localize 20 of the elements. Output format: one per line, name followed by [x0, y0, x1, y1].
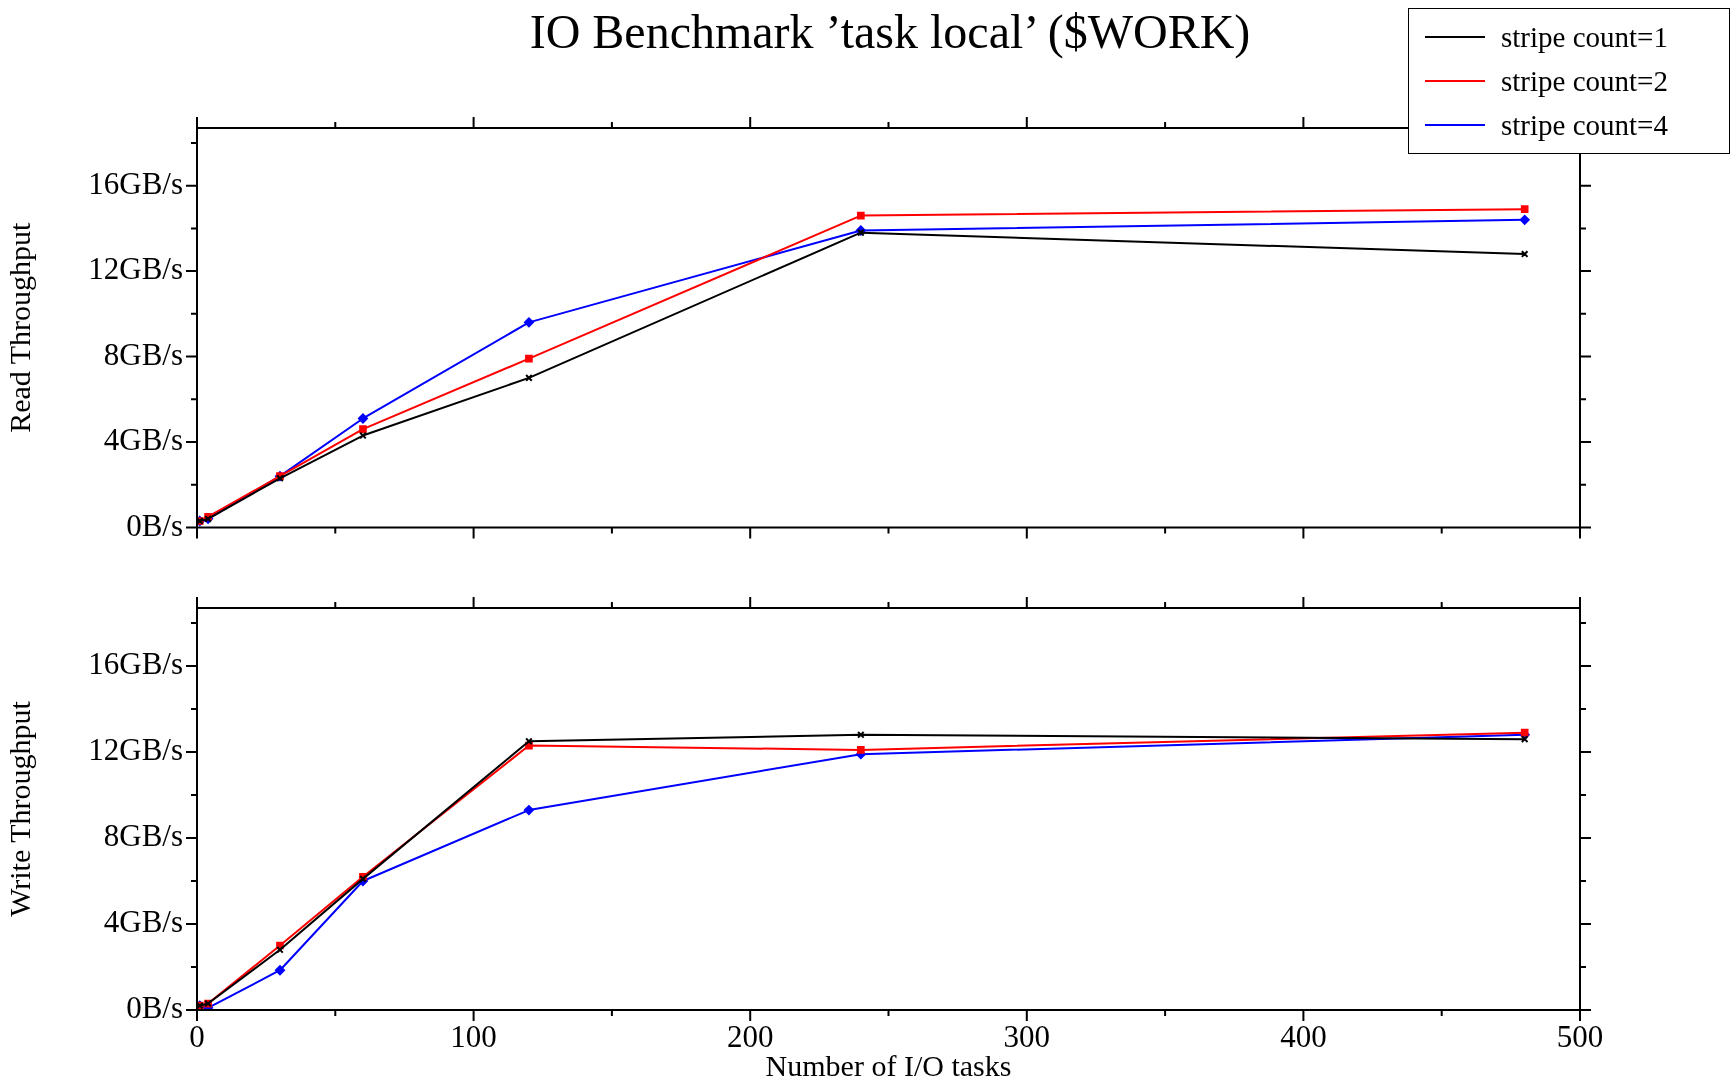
- x-tick-label: 0: [189, 1018, 205, 1054]
- y-tick-label: 16GB/s: [88, 646, 183, 682]
- y-tick-label: 4GB/s: [103, 422, 183, 458]
- x-tick-label: 400: [1280, 1018, 1327, 1054]
- y-tick-label: 0B/s: [126, 507, 183, 543]
- legend-label: stripe count=4: [1501, 108, 1668, 142]
- y-axis-title: Read Throughput: [2, 221, 36, 433]
- legend-label: stripe count=2: [1501, 64, 1668, 98]
- y-tick-label: 0B/s: [126, 990, 183, 1026]
- chart-title: IO Benchmark ’task local’ ($WORK): [529, 5, 1251, 58]
- y-tick-label: 4GB/s: [103, 904, 183, 940]
- x-tick-label: 500: [1556, 1018, 1604, 1054]
- y-axis-title: Write Throughput: [2, 700, 36, 917]
- y-tick-label: 12GB/s: [88, 251, 183, 287]
- y-tick-label: 12GB/s: [88, 732, 183, 768]
- x-tick-label: 100: [450, 1018, 497, 1054]
- legend-label: stripe count=1: [1501, 20, 1668, 54]
- y-tick-label: 8GB/s: [103, 336, 183, 372]
- y-tick-label: 16GB/s: [88, 165, 183, 201]
- y-tick-label: 8GB/s: [103, 818, 183, 854]
